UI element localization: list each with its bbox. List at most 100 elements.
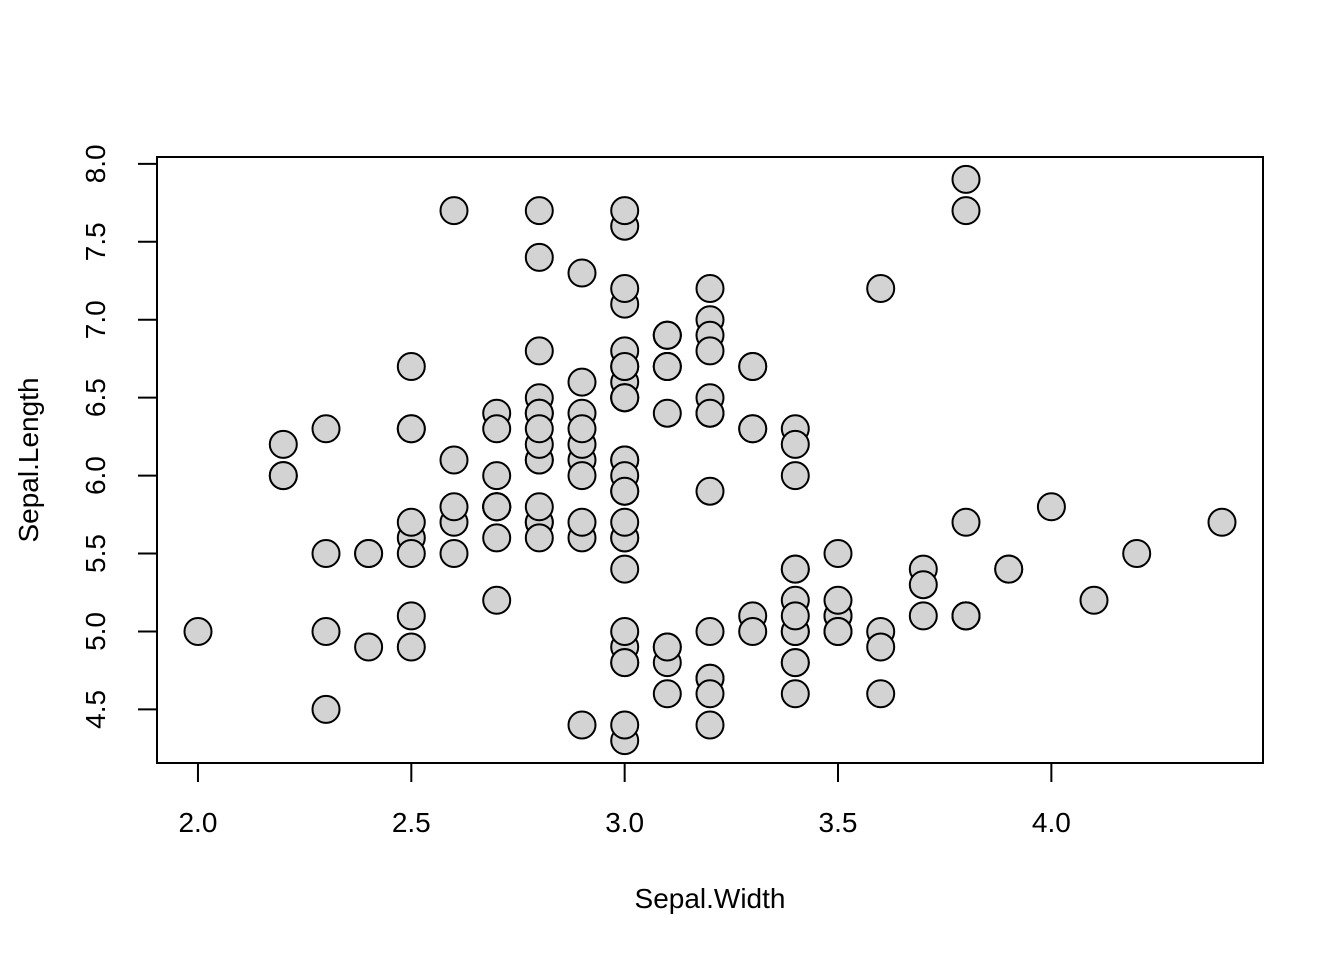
data-point	[354, 632, 384, 662]
y-axis: 4.5 5.0 5.5 6.0 6.5 7.0 7.5 8.0	[80, 144, 157, 729]
data-point	[951, 601, 981, 631]
x-axis-title: Sepal.Width	[635, 883, 786, 914]
x-tick-label: 3.5	[819, 807, 858, 838]
y-tick-label: 6.5	[80, 378, 111, 417]
data-point	[780, 461, 810, 491]
y-axis-title: Sepal.Length	[13, 377, 44, 542]
data-point	[482, 414, 512, 444]
data-point	[1122, 539, 1152, 568]
data-point	[695, 679, 725, 709]
x-tick-label: 4.0	[1032, 807, 1071, 838]
data-point	[652, 679, 682, 709]
data-point	[823, 617, 853, 646]
data-point	[1079, 585, 1109, 615]
data-point	[524, 414, 554, 444]
data-point	[439, 196, 469, 226]
data-point	[524, 242, 554, 272]
data-point	[268, 429, 298, 459]
data-point	[311, 414, 341, 444]
data-point	[610, 352, 640, 381]
data-point	[396, 352, 426, 381]
data-point	[482, 461, 512, 491]
data-point	[1207, 507, 1237, 537]
data-point	[1036, 492, 1066, 522]
data-point	[396, 507, 426, 537]
data-point	[866, 679, 896, 709]
data-point	[524, 492, 554, 522]
y-tick-label: 6.0	[80, 456, 111, 495]
x-axis: 2.0 2.5 3.0 3.5 4.0	[178, 763, 1071, 838]
data-point	[396, 539, 426, 568]
data-point	[695, 398, 725, 428]
data-point	[354, 539, 384, 568]
data-point	[524, 196, 554, 226]
data-point	[652, 632, 682, 662]
data-point	[908, 601, 938, 631]
data-point	[610, 648, 640, 678]
data-point	[268, 461, 298, 491]
data-point	[652, 320, 682, 350]
y-tick-label: 4.5	[80, 690, 111, 729]
data-point	[780, 601, 810, 631]
data-point	[567, 710, 597, 740]
data-point	[482, 492, 512, 522]
x-tick-label: 2.5	[392, 807, 431, 838]
data-point	[823, 539, 853, 568]
data-point	[396, 632, 426, 662]
data-point	[439, 445, 469, 475]
data-point	[482, 523, 512, 553]
plot-frame	[156, 156, 1264, 764]
data-point	[610, 507, 640, 537]
y-tick-label: 5.0	[80, 612, 111, 651]
data-point	[524, 336, 554, 366]
data-point	[866, 274, 896, 303]
data-point	[567, 367, 597, 397]
data-point	[866, 632, 896, 662]
data-point	[396, 414, 426, 444]
data-point	[567, 507, 597, 537]
x-tick-label: 3.0	[605, 807, 644, 838]
data-point	[610, 274, 640, 303]
data-point	[567, 258, 597, 288]
data-point	[695, 336, 725, 366]
x-tick-label: 2.0	[178, 807, 217, 838]
data-point	[823, 585, 853, 615]
data-point	[439, 492, 469, 522]
data-point	[908, 570, 938, 600]
data-point	[311, 617, 341, 646]
data-point	[610, 617, 640, 646]
data-point	[610, 196, 640, 226]
data-point	[695, 617, 725, 646]
y-tick-label: 8.0	[80, 144, 111, 183]
data-point	[780, 648, 810, 678]
data-point	[183, 617, 213, 646]
data-point	[524, 523, 554, 553]
data-point	[695, 274, 725, 303]
data-point	[951, 196, 981, 226]
data-point	[396, 601, 426, 631]
data-point	[311, 694, 341, 724]
y-tick-label: 7.5	[80, 222, 111, 261]
y-tick-label: 5.5	[80, 534, 111, 573]
points-layer	[183, 164, 1237, 756]
data-point	[780, 554, 810, 584]
data-point	[439, 539, 469, 568]
data-point	[652, 398, 682, 428]
data-point	[610, 476, 640, 506]
data-point	[311, 539, 341, 568]
data-point	[951, 164, 981, 194]
data-point	[994, 554, 1024, 584]
data-point	[567, 414, 597, 444]
data-point	[780, 679, 810, 709]
data-point	[738, 414, 768, 444]
data-point	[738, 617, 768, 646]
data-point	[652, 352, 682, 381]
data-point	[695, 476, 725, 506]
data-point	[951, 507, 981, 537]
data-point	[610, 554, 640, 584]
data-point	[610, 710, 640, 740]
data-point	[738, 352, 768, 381]
data-point	[695, 710, 725, 740]
